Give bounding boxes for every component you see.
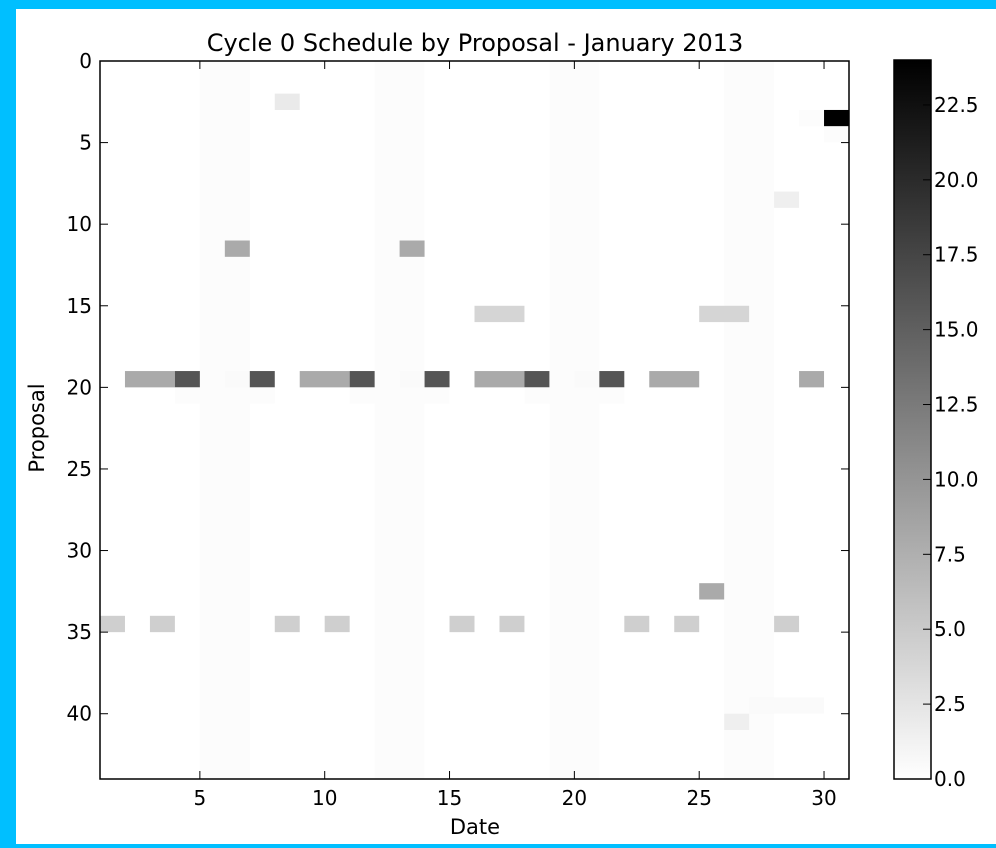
y-tick-label-10: 10 [67,212,92,236]
heatmap-cell-18 [474,371,525,388]
chart-title: Cycle 0 Schedule by Proposal - January 2… [207,29,744,57]
colorbar-tick-label-22.5: 22.5 [934,93,979,117]
heatmap-cell-32 [149,615,175,633]
y-tick-label-20: 20 [67,375,92,399]
x-tick-label-25: 25 [686,786,711,810]
colorbar-tick-label-0.0: 0.0 [934,767,966,791]
heatmap-cell-12 [224,371,250,388]
heatmap-cell-17 [424,371,450,388]
colorbar-tick-label-7.5: 7.5 [934,542,966,566]
heatmap-cell-8 [474,305,525,323]
colorbar-tick-label-15.0: 15.0 [934,318,979,342]
heatmap-cell-27 [424,387,450,404]
y-tick-label-5: 5 [79,131,92,155]
heatmap-cell-21 [599,371,625,388]
plot-frame [99,60,850,780]
figure-frame: Cycle 0 Schedule by Proposal - January 2… [16,9,996,844]
colorbar-tick-label-20.0: 20.0 [934,168,979,192]
x-tick-label-5: 5 [193,786,206,810]
x-tick-label-20: 20 [562,786,587,810]
colorbar-tick-label-10.0: 10.0 [934,467,979,491]
heatmap-cell-20 [574,371,600,388]
x-tick-label-30: 30 [811,786,836,810]
heatmap-cell-22 [649,371,700,388]
x-tick-label-10: 10 [312,786,337,810]
heatmap-cell-28 [524,387,550,404]
heatmap-cell-24 [174,387,200,404]
colorbar-tick-label-2.5: 2.5 [934,692,966,716]
heatmap-cell-37 [624,615,650,633]
heatmap-cell-30 [699,583,725,600]
heatmap-cell-26 [349,387,375,404]
y-axis-label: Proposal [25,383,49,472]
y-tick-label-0: 0 [79,49,92,73]
heatmap-cell-41 [724,713,750,731]
heatmap-cell-13 [249,371,275,388]
x-tick-label-15: 15 [437,786,462,810]
background-band-4 [724,61,775,779]
y-tick-label-25: 25 [67,457,92,481]
y-tick-label-35: 35 [67,620,92,644]
colorbar-gradient [893,59,932,780]
heatmap-cell-6 [224,240,250,257]
heatmap-cell-4 [824,126,849,143]
heatmap-cell-23 [799,371,825,388]
heatmap-cell-5 [774,191,800,208]
heatmap-cell-38 [674,615,700,633]
heatmap-cell-29 [599,387,625,404]
heatmap-cell-16 [399,371,425,388]
heatmap-chart: Cycle 0 Schedule by Proposal - January 2… [25,29,979,839]
colorbar: 0.0 2.5 5.0 7.5 10.0 12.5 15.0 17.5 20.0 22.5 [893,59,979,791]
colorbar-tick-label-5.0: 5.0 [934,617,966,641]
heatmap-cell-40 [749,697,825,714]
y-tick-label-40: 40 [67,702,92,726]
heatmap-cell-33 [274,615,300,633]
heatmap-cell-1 [274,93,300,110]
y-tick-label-30: 30 [67,539,92,563]
heatmap-cell-15 [349,371,375,388]
heatmap-cell-39 [774,615,800,633]
background-band-1 [199,61,250,779]
background-band-2 [374,61,425,779]
heatmap-cell-10 [124,371,175,388]
colorbar-tick-label-17.5: 17.5 [934,243,979,267]
heatmap-cell-2 [799,109,825,127]
heatmap-cell-25 [249,387,275,404]
heatmap-cell-36 [499,615,525,633]
heatmap-cell-3 [824,109,849,127]
heatmap-cell-35 [449,615,475,633]
background-band-3 [549,61,600,779]
heatmap-cell-34 [324,615,350,633]
x-axis-label: Date [450,815,500,839]
heatmap-cell-11 [174,371,200,388]
heatmap-cell-9 [699,305,750,323]
heatmap-cell-31 [100,615,125,633]
heatmap-cell-7 [399,240,425,257]
plot-area: 5 10 15 20 25 30 0 5 10 15 20 25 30 35 40 [67,49,850,810]
heatmap-cell-19 [524,371,550,388]
heatmap-cell-14 [299,371,350,388]
colorbar-tick-label-12.5: 12.5 [934,393,979,417]
y-tick-label-15: 15 [67,294,92,318]
